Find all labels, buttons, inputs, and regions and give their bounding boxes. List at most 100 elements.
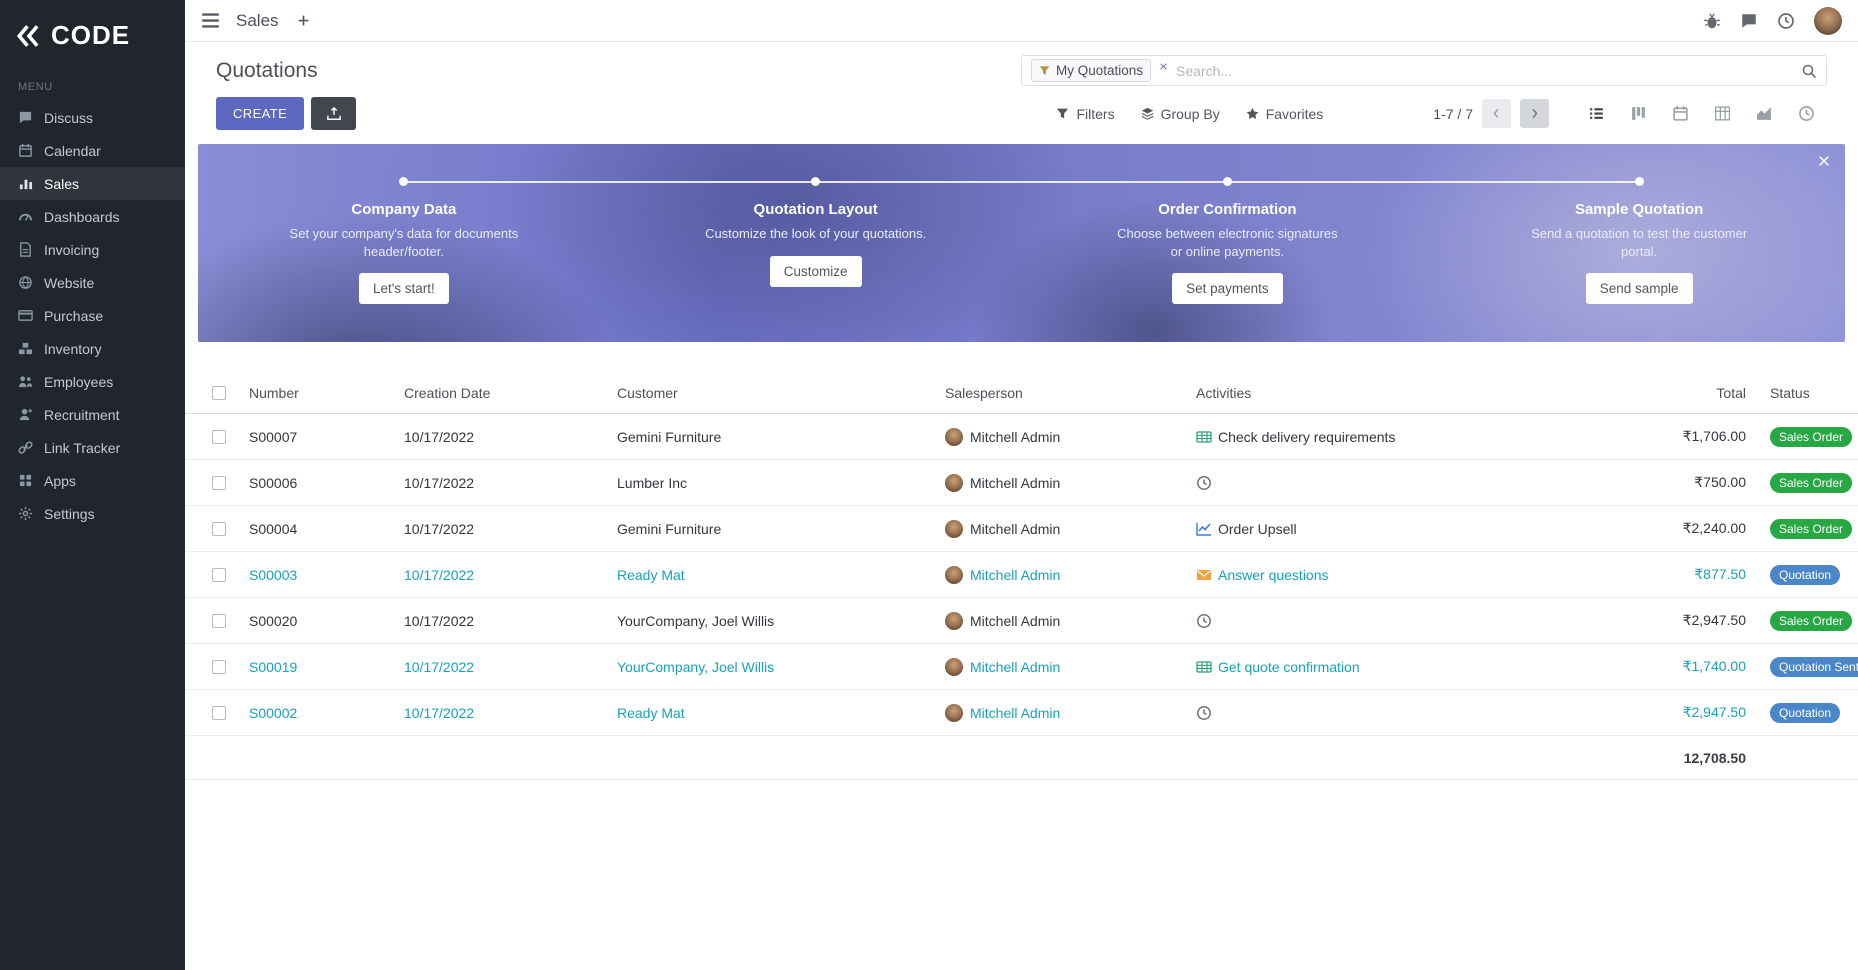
table-row-s00020[interactable]: S00020 10/17/2022 YourCompany, Joel Will… [185, 598, 1858, 644]
debug-bug-icon[interactable] [1703, 12, 1721, 30]
cell-status: Quotation [1746, 702, 1858, 723]
step-action-button[interactable]: Set payments [1172, 273, 1283, 305]
salesperson-avatar [945, 519, 963, 538]
sidebar-item-sales[interactable]: Sales [0, 167, 185, 200]
pager-previous-button[interactable] [1482, 99, 1511, 128]
column-header-creation-date[interactable]: Creation Date [404, 384, 491, 401]
step-action-button[interactable]: Customize [769, 255, 862, 287]
table-row-s00019[interactable]: S00019 10/17/2022 YourCompany, Joel Will… [185, 644, 1858, 690]
sidebar-item-calendar[interactable]: Calendar [0, 134, 185, 167]
table-row-s00004[interactable]: S00004 10/17/2022 Gemini Furniture Mitch… [185, 506, 1858, 552]
salesperson-avatar [945, 473, 963, 492]
sidebar-item-dashboards[interactable]: Dashboards [0, 200, 185, 233]
column-header-customer[interactable]: Customer [617, 384, 678, 401]
step-action-button[interactable]: Send sample [1585, 273, 1693, 305]
view-switcher-calendar[interactable] [1659, 99, 1701, 129]
cell-activities[interactable]: Check delivery requirements [1196, 429, 1562, 445]
hamburger-menu-icon[interactable] [201, 11, 220, 30]
table-row-s00007[interactable]: S00007 10/17/2022 Gemini Furniture Mitch… [185, 414, 1858, 460]
sidebar-item-recruitment[interactable]: Recruitment [0, 398, 185, 431]
search-box[interactable]: My Quotations [1021, 55, 1827, 86]
step-dot [1634, 177, 1644, 186]
row-checkbox[interactable] [212, 475, 226, 490]
facet-remove-icon[interactable] [1159, 62, 1168, 71]
column-header-status[interactable]: Status [1770, 384, 1810, 401]
sidebar-item-inventory[interactable]: Inventory [0, 332, 185, 365]
row-checkbox[interactable] [212, 659, 226, 674]
view-switcher-kanban[interactable] [1617, 99, 1659, 129]
sidebar-item-label: Sales [44, 175, 80, 192]
cell-activities[interactable]: Answer questions [1196, 567, 1562, 583]
banner-close-icon[interactable] [1817, 154, 1831, 168]
activities-clock-icon[interactable] [1777, 12, 1795, 30]
step-dot [399, 177, 409, 186]
pager-next-button[interactable] [1520, 99, 1549, 128]
step-description: Set your company's data for documents he… [289, 226, 519, 259]
app-logo[interactable]: CODE [0, 0, 185, 65]
step-description: Send a quotation to test the customer po… [1531, 226, 1748, 259]
view-switcher-pivot[interactable] [1701, 99, 1743, 129]
step-title: Sample Quotation [1574, 201, 1704, 218]
cell-customer: Gemini Furniture [617, 428, 722, 445]
favorites-button[interactable]: Favorites [1246, 106, 1323, 122]
cell-number: S00020 [249, 612, 298, 629]
view-switcher-graph[interactable] [1743, 99, 1785, 129]
table-row-s00002[interactable]: S00002 10/17/2022 Ready Mat Mitchell Adm… [185, 690, 1858, 736]
upload-button[interactable] [311, 97, 357, 130]
step-action-button[interactable]: Let's start! [358, 273, 449, 305]
sidebar-item-invoicing[interactable]: Invoicing [0, 233, 185, 266]
column-header-number[interactable]: Number [249, 384, 299, 401]
salesperson-name: Mitchell Admin [970, 520, 1061, 537]
cell-activities[interactable] [1196, 613, 1562, 629]
cell-number: S00002 [249, 704, 298, 721]
column-header-activities[interactable]: Activities [1196, 384, 1252, 401]
group-by-button[interactable]: Group By [1141, 106, 1220, 122]
filters-button[interactable]: Filters [1056, 106, 1115, 122]
view-switcher-activity[interactable] [1785, 99, 1827, 129]
sidebar-item-apps[interactable]: Apps [0, 464, 185, 497]
sidebar-item-purchase[interactable]: Purchase [0, 299, 185, 332]
messages-icon[interactable] [1740, 12, 1758, 30]
sidebar-item-discuss[interactable]: Discuss [0, 101, 185, 134]
row-checkbox[interactable] [212, 429, 226, 444]
table-row-s00006[interactable]: S00006 10/17/2022 Lumber Inc Mitchell Ad… [185, 460, 1858, 506]
envelope-icon [1196, 567, 1212, 583]
column-header-total[interactable]: Total [1716, 384, 1746, 401]
cell-activities[interactable]: Order Upsell [1196, 521, 1562, 537]
row-checkbox[interactable] [212, 613, 226, 628]
search-facet[interactable]: My Quotations [1031, 59, 1152, 82]
sidebar: CODE MENU Discuss Calendar Sales [0, 0, 185, 970]
sidebar-item-link-tracker[interactable]: Link Tracker [0, 431, 185, 464]
group-by-label: Group By [1160, 105, 1220, 122]
cell-activities[interactable] [1196, 475, 1562, 491]
sidebar-item-employees[interactable]: Employees [0, 365, 185, 398]
select-all-checkbox[interactable] [212, 385, 226, 400]
activity-label: Get quote confirmation [1218, 658, 1360, 675]
cell-activities[interactable]: Get quote confirmation [1196, 659, 1562, 675]
row-checkbox[interactable] [212, 521, 226, 536]
status-badge: Quotation [1770, 702, 1841, 723]
sidebar-item-website[interactable]: Website [0, 266, 185, 299]
search-icon[interactable] [1801, 63, 1817, 79]
topbar: Sales [185, 0, 1858, 42]
row-checkbox[interactable] [212, 705, 226, 720]
cells-icon [1196, 659, 1212, 675]
cells-icon [1196, 429, 1212, 445]
sidebar-item-label: Apps [44, 472, 76, 489]
sidebar-item-label: Dashboards [44, 208, 120, 225]
view-switcher-list[interactable] [1575, 99, 1617, 129]
table-row-s00003[interactable]: S00003 10/17/2022 Ready Mat Mitchell Adm… [185, 552, 1858, 598]
cell-salesperson: Mitchell Admin [945, 657, 1196, 676]
onboarding-step-company-data: Company Data Set your company's data for… [198, 177, 610, 342]
row-checkbox[interactable] [212, 567, 226, 582]
sidebar-item-settings[interactable]: Settings [0, 497, 185, 530]
cell-total: ₹877.50 [1694, 566, 1746, 582]
cell-creation-date: 10/17/2022 [404, 520, 475, 537]
search-input[interactable] [1176, 62, 1793, 79]
user-avatar[interactable] [1814, 6, 1842, 35]
new-tab-plus-icon[interactable] [297, 14, 310, 27]
column-header-salesperson[interactable]: Salesperson [945, 384, 1023, 401]
create-button[interactable]: CREATE [216, 97, 305, 130]
app-tab-sales[interactable]: Sales [236, 10, 279, 30]
cell-activities[interactable] [1196, 705, 1562, 721]
